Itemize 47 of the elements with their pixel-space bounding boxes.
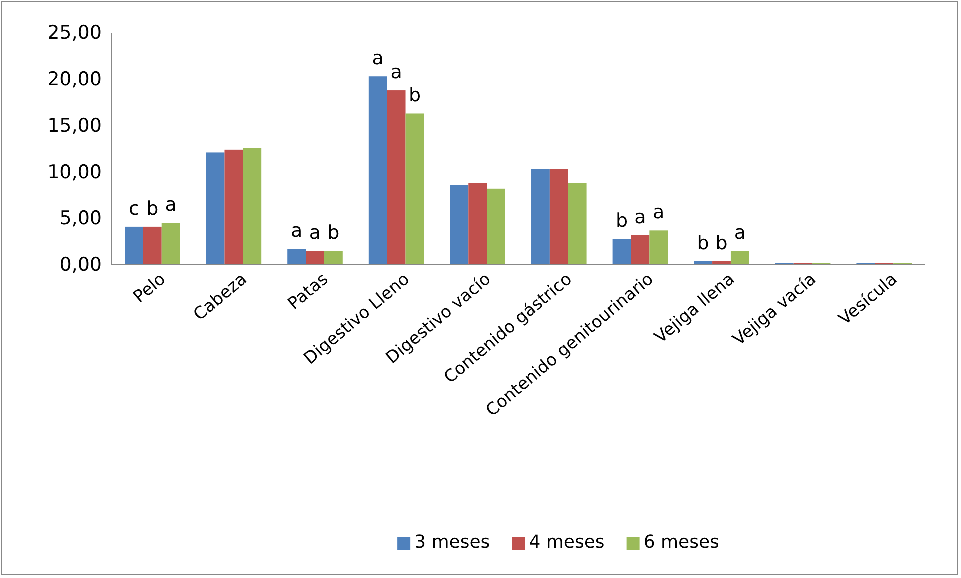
bar xyxy=(532,169,550,265)
bar xyxy=(650,230,668,265)
y-tick-label: 25,00 xyxy=(48,22,102,44)
bar xyxy=(568,183,587,265)
y-tick-label: 5,00 xyxy=(60,208,102,230)
data-label: b xyxy=(697,232,710,254)
data-label: a xyxy=(309,222,322,244)
bar xyxy=(450,185,469,265)
x-tick-label: Pelo xyxy=(130,270,170,308)
y-tick-label: 0,00 xyxy=(60,254,102,276)
bar xyxy=(162,223,180,265)
bar xyxy=(387,90,406,265)
data-label: a xyxy=(290,220,303,242)
bar xyxy=(406,114,424,265)
bar xyxy=(550,169,568,265)
bar xyxy=(324,251,343,265)
bar xyxy=(368,76,388,265)
bar xyxy=(206,152,225,265)
bar xyxy=(143,226,162,265)
legend-label: 6 meses xyxy=(644,532,720,553)
bar xyxy=(306,251,324,265)
bar xyxy=(468,183,488,265)
bar xyxy=(631,235,650,265)
data-label: b xyxy=(146,198,159,220)
bar xyxy=(612,239,632,265)
bar xyxy=(224,150,244,265)
data-label: b xyxy=(408,84,422,107)
bar xyxy=(243,148,262,265)
bar xyxy=(730,251,750,265)
data-label: b xyxy=(716,232,728,254)
bar xyxy=(288,249,306,265)
y-tick-label: 15,00 xyxy=(48,114,102,137)
data-label: a xyxy=(734,222,746,244)
data-label: a xyxy=(165,194,177,216)
data-label: b xyxy=(328,222,340,244)
legend-label: 4 meses xyxy=(529,532,605,553)
data-label: a xyxy=(372,48,384,70)
bar xyxy=(125,226,144,265)
data-label: a xyxy=(634,206,646,228)
legend-label: 3 meses xyxy=(414,532,490,553)
y-tick-label: 10,00 xyxy=(48,161,102,184)
data-label: a xyxy=(390,62,402,84)
data-label: c xyxy=(128,198,140,220)
data-label: a xyxy=(653,202,665,224)
data-label: b xyxy=(616,210,628,232)
y-tick-label: 20,00 xyxy=(48,68,102,90)
bar xyxy=(487,188,506,265)
